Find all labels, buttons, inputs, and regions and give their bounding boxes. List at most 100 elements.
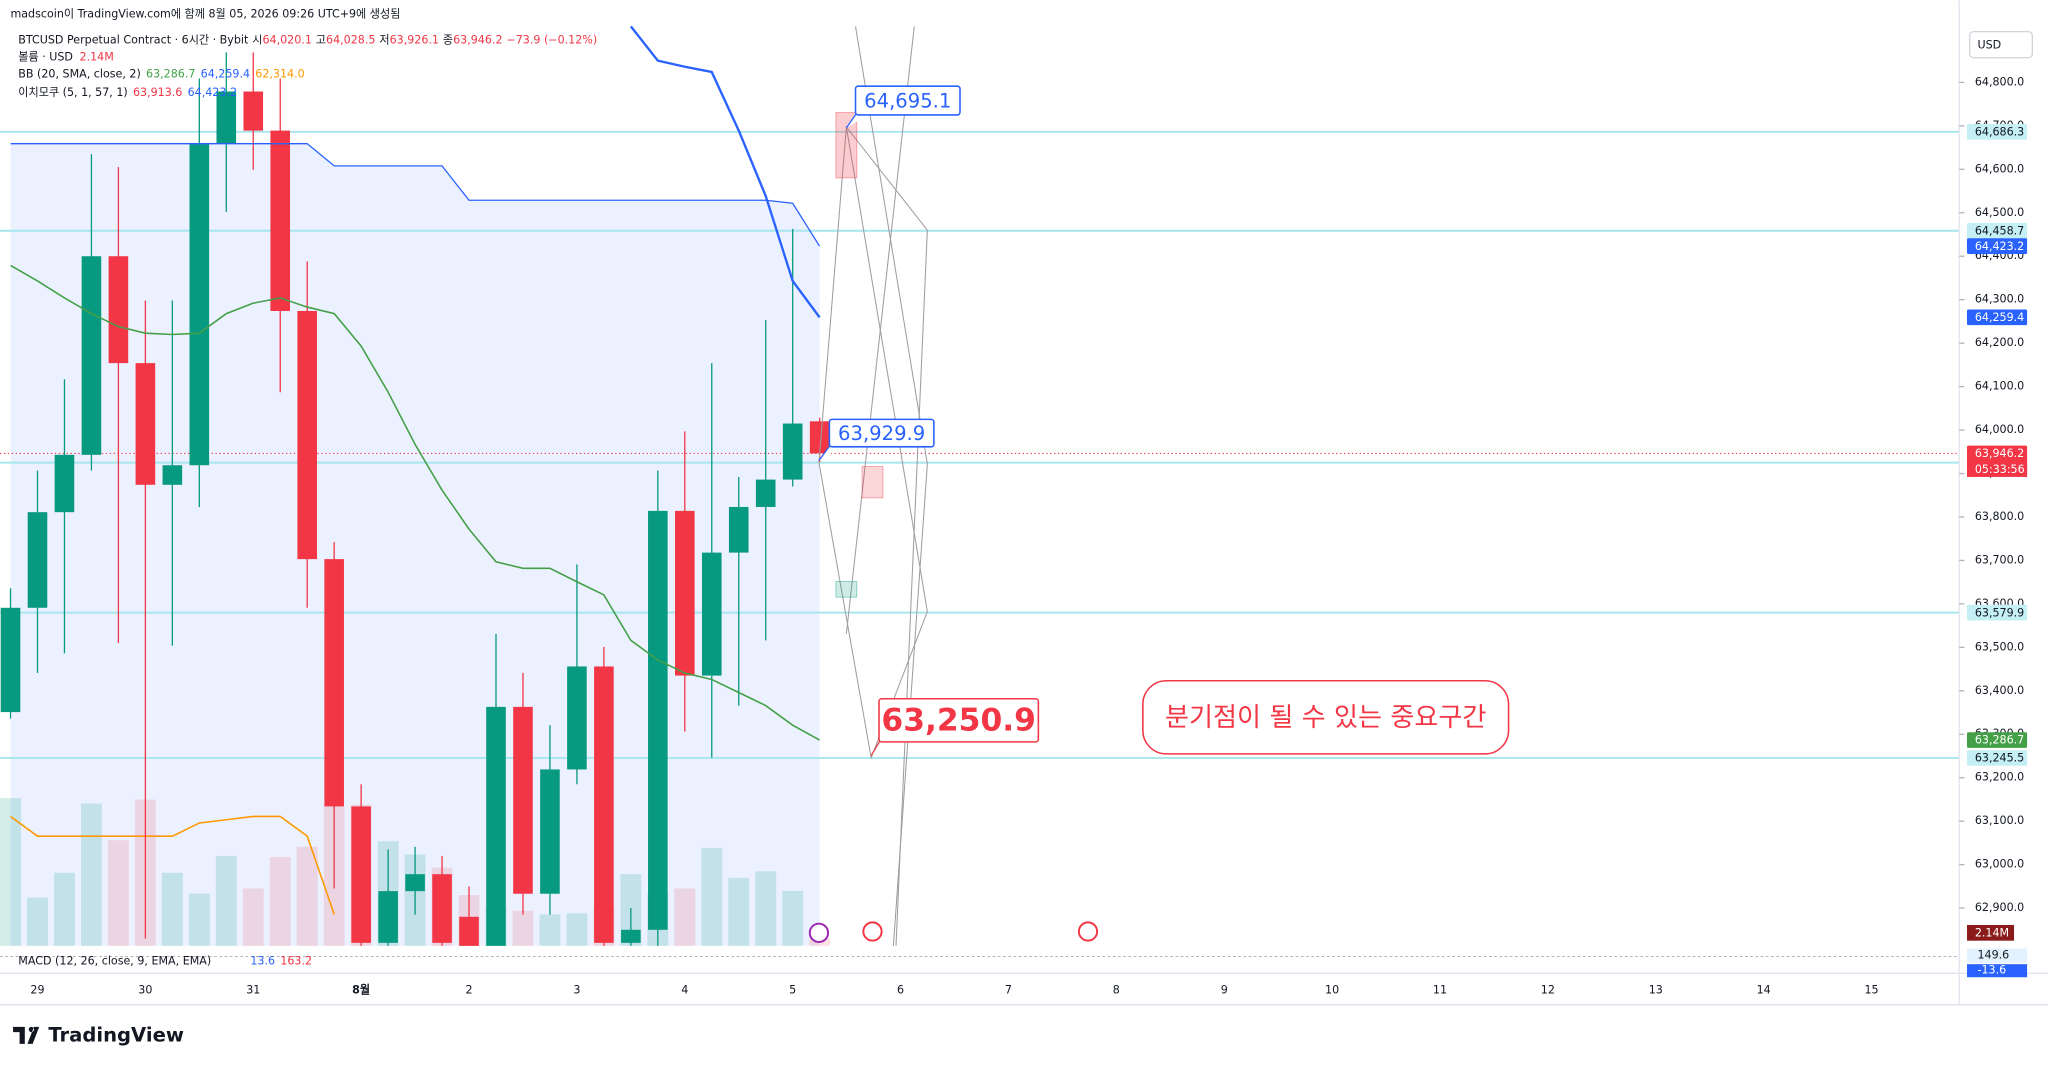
brand-logo: TradingView	[13, 1024, 184, 1047]
ohlc-value: 63,946.2	[453, 34, 502, 47]
volume-bar	[54, 872, 75, 946]
bb-value: 64,259.4	[201, 68, 250, 81]
candle-body	[351, 806, 371, 943]
bb-value: 62,314.0	[255, 68, 304, 81]
projection	[808, 26, 1099, 946]
volume-tag	[1967, 925, 2015, 941]
event-icon[interactable]	[808, 922, 830, 943]
volume-bar	[80, 803, 102, 946]
y-tick-label: 64,200.0	[1975, 336, 2024, 349]
volume-bar	[269, 857, 291, 946]
price-tag	[1967, 222, 2028, 239]
callout-text: 63,250.9	[881, 703, 1036, 739]
ichimoku-value: 63,913.6	[133, 86, 182, 99]
candle-body	[728, 506, 749, 553]
volume-bar	[539, 914, 561, 946]
volume-bar	[728, 877, 750, 946]
ohlc-value: 64,028.5	[326, 34, 375, 47]
macd-tag-text: -13.6	[1977, 964, 2006, 977]
price-tag-text: 63,946.2	[1975, 447, 2024, 460]
y-tick-label: 64,300.0	[1975, 293, 2024, 306]
ohlc-value: 63,926.1	[390, 34, 439, 47]
x-tick-label: 6	[897, 983, 904, 996]
candle-body	[378, 891, 398, 943]
volume-bar	[782, 891, 804, 946]
y-tick-label: 63,100.0	[1975, 814, 2024, 827]
annotations: 분기점이 될 수 있는 중요구간 64,695.1 63,929.9 63,250.…	[818, 85, 1510, 756]
x-tick-label: 29	[30, 983, 44, 996]
indicator-line	[629, 25, 821, 319]
price-tag	[1967, 309, 2028, 326]
candle-body	[108, 256, 129, 364]
x-tick-label: 8	[1113, 983, 1120, 996]
callout-text: 63,929.9	[838, 422, 925, 445]
volume-bar	[566, 913, 588, 946]
symbol: BTCUSD Perpetual Contract · 6시간 · Bybit	[18, 34, 249, 47]
event-icon[interactable]	[1077, 921, 1099, 942]
candle-body	[27, 512, 48, 608]
volume-bar	[296, 846, 318, 946]
candle-body	[54, 454, 75, 513]
price-tag	[1967, 238, 2028, 254]
price-tag	[1967, 445, 2028, 462]
plot-area	[0, 25, 1960, 946]
bb-name: BB (20, SMA, close, 2)	[18, 68, 141, 81]
y-tick-label: 63,700.0	[1975, 553, 2024, 566]
candle-body	[0, 607, 21, 713]
candle-body	[594, 666, 614, 943]
candle-body	[755, 479, 776, 507]
macd-name: MACD (12, 26, close, 9, EMA, EMA)	[18, 955, 211, 968]
frame: USD	[0, 0, 2048, 1006]
y-tick-label: 63,200.0	[1975, 771, 2024, 784]
x-tick-label: 5	[789, 983, 796, 996]
candle-body	[648, 510, 668, 930]
callout-box	[854, 85, 961, 116]
x-tick-label: 7	[1005, 983, 1012, 996]
change: −73.9 (−0.12%)	[506, 34, 597, 47]
callout-box	[878, 697, 1040, 743]
candle-body	[486, 706, 506, 946]
candle-body	[243, 91, 264, 131]
price-tag	[1967, 604, 2028, 621]
projection-box	[835, 581, 858, 598]
projection-box	[861, 466, 884, 499]
volume-bar	[755, 871, 777, 946]
ichimoku-legend: 이치모쿠 (5, 1, 57, 1) 63,913.6 64,423.2	[18, 86, 237, 99]
candle-body	[701, 552, 722, 676]
x-tick-label: 30	[138, 983, 152, 996]
macd-tag-text: 149.6	[1977, 949, 2009, 962]
projection-line	[845, 26, 915, 634]
candle-body	[567, 666, 587, 770]
event-icon[interactable]	[862, 921, 883, 942]
volume-bar	[215, 855, 237, 946]
projection-line	[818, 126, 928, 760]
macd-value: 13.6	[250, 955, 275, 968]
price-axis: 2930318월2345678910111213141564,800.064,7…	[30, 75, 2028, 996]
candle-body	[297, 310, 317, 560]
x-tick-label: 8월	[352, 982, 370, 996]
countdown: 05:33:56	[1975, 463, 2025, 476]
indicator-line	[10, 143, 821, 247]
created-note: madscoin이 TradingView.com에 함께 8월 05, 202…	[10, 8, 400, 21]
x-tick-label: 31	[246, 983, 260, 996]
candle-body	[189, 143, 210, 466]
projection-line	[854, 26, 928, 946]
ohlc-name: 고	[316, 34, 326, 47]
volume-bar	[242, 888, 264, 946]
currency[interactable]: USD	[1977, 38, 2001, 51]
x-tick-label: 11	[1433, 983, 1447, 996]
legend: madscoin이 TradingView.com에 함께 8월 05, 202…	[10, 8, 2028, 1047]
candle-body	[513, 706, 533, 894]
macd-value: 163.2	[280, 955, 312, 968]
x-tick-label: 10	[1325, 983, 1339, 996]
price-tag-text: 63,245.5	[1975, 752, 2024, 765]
macd-legend: MACD (12, 26, close, 9, EMA, EMA) 13.6 163…	[18, 955, 312, 968]
currency-button[interactable]	[1968, 30, 2033, 59]
bb-value: 63,286.7	[146, 68, 195, 81]
x-tick-label: 4	[681, 983, 688, 996]
x-tick-label: 14	[1757, 983, 1771, 996]
volume-bar	[107, 840, 129, 946]
x-tick-label: 12	[1541, 983, 1555, 996]
